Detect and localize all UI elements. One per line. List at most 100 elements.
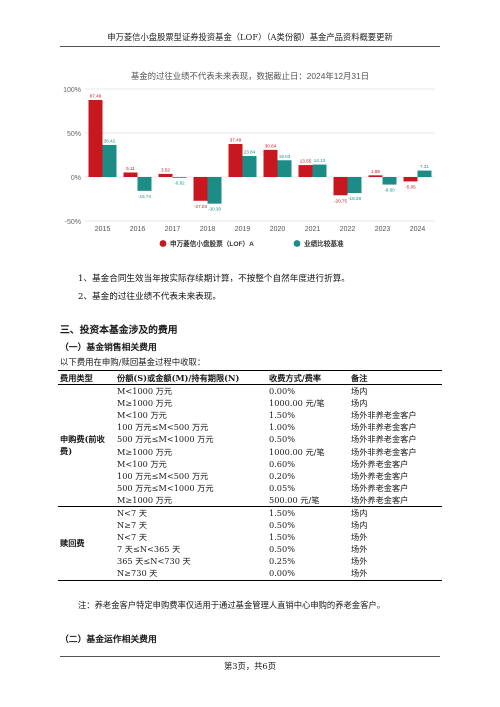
- bar-value-label: -20.75: [334, 198, 347, 203]
- cell-rate: 0.50%: [269, 544, 296, 555]
- legend-label-fund: 申万菱信小盘股票（LOF）A: [170, 239, 254, 248]
- cell-rate: 0.60%: [269, 458, 296, 469]
- cell-remark: 场外养老金客户: [351, 470, 409, 481]
- header-divider: [60, 46, 440, 47]
- cell-amount: M≥1000 万元: [117, 398, 173, 409]
- bar-value-label: -0.82: [174, 181, 185, 186]
- x-tick-label: 2015: [95, 226, 111, 233]
- fee-table-header-row: 费用类型 份额(S)或金额(M)/持有期限(N) 收费方式/费率 备注: [58, 370, 442, 385]
- bar-fund: [123, 172, 138, 177]
- legend-marker-benchmark: [293, 240, 301, 247]
- bar-value-label: -15.74: [138, 194, 151, 199]
- cell-remark: 场外养老金客户: [351, 458, 409, 469]
- cell-remark: 场内: [351, 386, 368, 397]
- footer-divider: [60, 656, 440, 657]
- cell-rate: 500.00 元/笔: [269, 494, 320, 505]
- cell-amount: 500 万元≤M<1000 万元: [117, 482, 214, 493]
- cell-remark: 场外: [351, 568, 368, 579]
- table-row: N≥7 天 0.50% 场内: [58, 519, 442, 531]
- chart-title: 基金的过往业绩不代表未来表现，数据截止日：2024年12月31日: [131, 71, 369, 81]
- cell-amount: M≥1000 万元: [117, 446, 173, 457]
- bar-value-label: 7.31: [420, 164, 429, 169]
- cell-amount: 365 天≤N<730 天: [117, 556, 191, 567]
- cell-amount: 7 天≤N<365 天: [117, 544, 181, 555]
- cell-amount: 100 万元≤M<500 万元: [117, 422, 209, 433]
- header-amount: 份额(S)或金额(M)/持有期限(N): [117, 372, 240, 383]
- x-tick-label: 2021: [305, 226, 321, 233]
- redemption-category-label: 赎回费: [60, 538, 85, 549]
- cell-rate: 0.50%: [269, 520, 296, 531]
- bar-benchmark: [312, 164, 327, 177]
- bar-value-label: -8.60: [384, 188, 395, 193]
- chart-note-1: 1、基金合同生效当年按实际存续期计算，不按整个自然年度进行折算。: [78, 274, 350, 284]
- x-tick-label: 2019: [235, 226, 251, 233]
- bar-benchmark: [382, 177, 397, 185]
- legend-marker-fund: [159, 240, 167, 247]
- cell-amount: M<1000 万元: [117, 386, 173, 397]
- table-row: M≥1000 万元 500.00 元/笔 场外养老金客户: [58, 494, 442, 507]
- cell-rate: 0.05%: [269, 482, 296, 493]
- page-number: 第3页，共6页: [223, 661, 277, 671]
- bar-value-label: -18.28: [348, 196, 361, 201]
- bar-benchmark: [207, 177, 222, 204]
- bar-benchmark: [417, 170, 432, 177]
- bar-fund: [158, 173, 173, 177]
- bar-value-label: 30.84: [265, 143, 277, 148]
- cell-amount: N≥7 天: [117, 520, 148, 531]
- bar-benchmark: [277, 160, 292, 177]
- cell-amount: 100 万元≤M<500 万元: [117, 470, 209, 481]
- table-row: M≥1000 万元 1000.00 元/笔 场内: [58, 397, 442, 409]
- performance-bar-chart: 基金的过往业绩不代表未来表现，数据截止日：2024年12月31日 100% 50% 0…: [63, 71, 435, 248]
- bar-value-label: -30.30: [208, 207, 221, 212]
- cell-remark: 场外非养老金客户: [351, 410, 417, 421]
- legend-label-benchmark: 业绩比较基准: [304, 239, 344, 248]
- y-tick-label: -50%: [65, 219, 81, 226]
- x-tick-label: 2020: [270, 226, 286, 233]
- bar-value-label: 13.55: [300, 159, 312, 164]
- table-row: M<100 万元 0.60% 场外养老金客户: [58, 458, 442, 470]
- cell-rate: 1.50%: [269, 532, 296, 543]
- bar-fund: [228, 144, 243, 177]
- purchase-fee-group: 申购费(前收费) M<1000 万元 0.00% 场内 M≥1000 万元 1000.00…: [58, 385, 442, 507]
- bar-benchmark: [137, 177, 152, 191]
- cell-rate: 0.25%: [269, 556, 296, 567]
- table-row: M≥1000 万元 1000.00 元/笔 场外非养老金客户: [58, 445, 442, 457]
- table-row: 500 万元≤M<1000 万元 0.50% 场外非养老金客户: [58, 433, 442, 445]
- fee-table: 费用类型 份额(S)或金额(M)/持有期限(N) 收费方式/费率 备注 申购费(…: [58, 370, 442, 581]
- x-tick-label: 2022: [340, 226, 356, 233]
- purchase-category-label: 申购费(前收费): [60, 434, 105, 457]
- bar-value-label: 14.12: [314, 158, 326, 163]
- x-tick-label: 2024: [410, 226, 426, 233]
- x-tick-label: 2023: [375, 226, 391, 233]
- subsection-title-operation-fees: （二）基金运作相关费用: [60, 635, 157, 645]
- cell-amount: 500 万元≤M<1000 万元: [117, 434, 214, 445]
- fee-footnote: 注：养老金客户特定申购费率仅适用于通过基金管理人直销中心申购的养老金客户。: [78, 600, 385, 610]
- x-tick-label: 2016: [130, 226, 146, 233]
- chart-note-2: 2、基金的过往业绩不代表未来表现。: [78, 292, 221, 302]
- table-row: 7 天≤N<365 天 0.50% 场外: [58, 543, 442, 555]
- bar-benchmark: [347, 177, 362, 194]
- y-tick-label: 50%: [67, 131, 81, 138]
- cell-amount: N<7 天: [117, 532, 148, 543]
- table-row: N<7 天 1.50% 场外: [58, 531, 442, 543]
- cell-remark: 场外非养老金客户: [351, 446, 417, 457]
- bar-value-label: 3.52: [161, 167, 170, 172]
- cell-amount: N≥730 天: [117, 568, 158, 579]
- table-row: 赎回费 N<7 天 1.50% 场内: [58, 506, 442, 548]
- cell-remark: 场外养老金客户: [351, 494, 409, 505]
- bar-fund: [368, 175, 383, 177]
- bar-value-label: -27.03: [194, 204, 207, 209]
- table-row: M<100 万元 1.50% 场外非养老金客户: [58, 409, 442, 421]
- cell-rate: 0.00%: [269, 568, 296, 579]
- bar-fund: [263, 149, 278, 177]
- bar-value-label: 37.49: [230, 138, 242, 143]
- bar-fund: [193, 177, 208, 201]
- bar-fund: [403, 177, 418, 182]
- cell-amount: M<100 万元: [117, 458, 167, 469]
- bar-value-label: 1.89: [371, 169, 380, 174]
- cell-remark: 场外: [351, 532, 368, 543]
- cell-rate: 1000.00 元/笔: [269, 446, 325, 457]
- bar-value-label: -5.05: [405, 184, 416, 189]
- cell-remark: 场内: [351, 507, 368, 518]
- bar-fund: [333, 177, 348, 196]
